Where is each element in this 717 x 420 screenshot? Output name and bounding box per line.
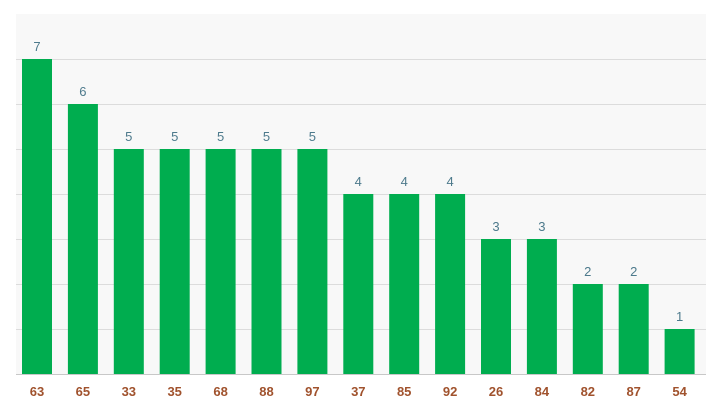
value-label-26: 3	[492, 219, 499, 234]
value-label-97: 5	[309, 129, 316, 144]
value-label-35: 5	[171, 129, 178, 144]
x-tick-label-92: 92	[443, 384, 457, 399]
value-label-65: 6	[79, 84, 86, 99]
x-tick-label-85: 85	[397, 384, 411, 399]
x-tick-label-54: 54	[672, 384, 687, 399]
value-label-92: 4	[446, 174, 453, 189]
bar-33	[113, 149, 144, 374]
bar-92	[435, 194, 466, 374]
x-tick-label-33: 33	[122, 384, 136, 399]
value-label-88: 5	[263, 129, 270, 144]
bar-97	[297, 149, 328, 374]
bar-35	[159, 149, 190, 374]
bar-82	[572, 284, 603, 374]
x-tick-label-37: 37	[351, 384, 365, 399]
x-tick-label-65: 65	[76, 384, 90, 399]
value-label-33: 5	[125, 129, 132, 144]
x-tick-label-82: 82	[581, 384, 595, 399]
bar-88	[251, 149, 282, 374]
value-label-63: 7	[33, 39, 40, 54]
x-tick-label-87: 87	[626, 384, 640, 399]
value-label-84: 3	[538, 219, 545, 234]
value-label-68: 5	[217, 129, 224, 144]
bar-63	[22, 59, 52, 374]
value-label-54: 1	[676, 309, 683, 324]
value-label-82: 2	[584, 264, 591, 279]
bar-87	[618, 284, 649, 374]
x-tick-label-88: 88	[259, 384, 273, 399]
x-tick-label-63: 63	[30, 384, 44, 399]
x-tick-label-97: 97	[305, 384, 319, 399]
x-tick-label-84: 84	[535, 384, 550, 399]
bar-68	[205, 149, 236, 374]
bar-54	[664, 329, 695, 374]
bar-37	[343, 194, 374, 374]
bar-65	[67, 104, 98, 374]
value-label-87: 2	[630, 264, 637, 279]
x-tick-label-68: 68	[213, 384, 227, 399]
bar-84	[526, 239, 557, 374]
value-label-85: 4	[401, 174, 408, 189]
value-label-37: 4	[355, 174, 362, 189]
bar-85	[389, 194, 420, 374]
x-tick-label-26: 26	[489, 384, 503, 399]
x-tick-label-35: 35	[167, 384, 181, 399]
bar-26	[481, 239, 511, 374]
